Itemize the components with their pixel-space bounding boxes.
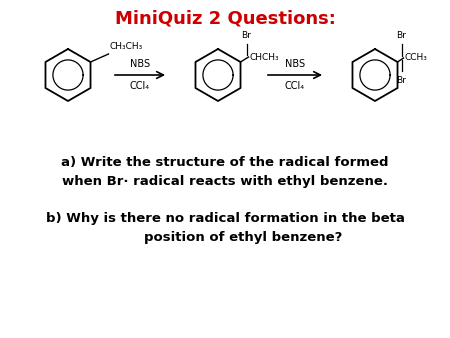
Text: Br: Br — [242, 31, 252, 40]
Text: CCH₃: CCH₃ — [405, 53, 428, 63]
Text: CH₃CH₃: CH₃CH₃ — [109, 42, 143, 51]
Text: MiniQuiz 2 Questions:: MiniQuiz 2 Questions: — [115, 9, 335, 27]
Text: Br: Br — [396, 31, 406, 40]
Text: b) Why is there no radical formation in the beta
        position of ethyl benze: b) Why is there no radical formation in … — [45, 212, 405, 244]
Text: CCl₄: CCl₄ — [285, 81, 305, 91]
Text: NBS: NBS — [130, 59, 150, 69]
Text: CHCH₃: CHCH₃ — [249, 52, 279, 62]
Text: Br: Br — [396, 76, 406, 85]
Text: a) Write the structure of the radical formed
when Br· radical reacts with ethyl : a) Write the structure of the radical fo… — [61, 156, 389, 188]
Text: NBS: NBS — [285, 59, 305, 69]
Text: CCl₄: CCl₄ — [130, 81, 150, 91]
